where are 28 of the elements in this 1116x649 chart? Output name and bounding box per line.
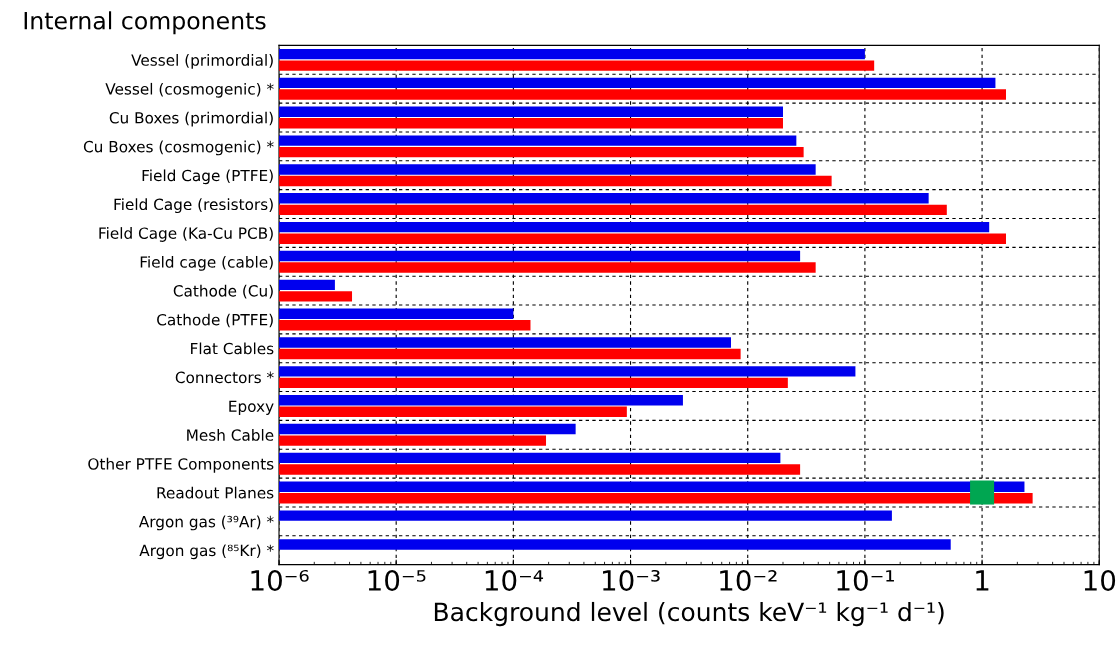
y-tick-label: Epoxy	[229, 400, 274, 415]
x-tick-label: 10⁻²	[720, 569, 777, 591]
y-tick-label: Connectors *	[175, 371, 274, 384]
x-tick-label: 10⁻¹	[837, 569, 894, 591]
y-tick-label: Field Cage (Ka-Cu PCB)	[99, 227, 273, 242]
y-tick-label: Vessel (cosmogenic) *	[105, 82, 274, 98]
y-tick-label: Other PTFE Components	[88, 457, 274, 473]
chart-title: Internal components	[24, 11, 266, 35]
y-tick-label: Argon gas (⁸⁵Kr) *	[139, 544, 274, 560]
y-tick-label: Cu Boxes (cosmogenic) *	[83, 140, 274, 156]
x-tick-label: 10⁻⁵	[368, 569, 426, 591]
x-axis-title: Background level (counts keV⁻¹ kg⁻¹ d⁻¹)	[434, 601, 944, 627]
x-tick-label: 10⁻³	[603, 569, 660, 591]
x-tick-label: 10⁻⁴	[485, 569, 544, 591]
y-tick-label: Vessel (primordial)	[131, 54, 273, 69]
x-tick-label: 10	[1084, 569, 1116, 591]
y-tick-label: Field cage (cable)	[140, 255, 273, 271]
y-tick-label: Cathode (PTFE)	[157, 313, 273, 328]
y-tick-label: Cathode (Cu)	[173, 284, 273, 299]
y-tick-label: Flat Cables	[191, 342, 274, 355]
y-tick-label: Field Cage (resistors)	[114, 198, 273, 214]
y-tick-label: Readout Planes	[157, 486, 274, 499]
y-tick-label: Argon gas (³⁹Ar) *	[138, 515, 274, 531]
x-tick-label: 10⁻⁶	[251, 569, 309, 591]
x-tick-label: 1	[976, 570, 989, 591]
y-tick-label: Cu Boxes (primordial)	[109, 111, 273, 127]
y-tick-label: Field Cage (PTFE)	[142, 169, 273, 185]
y-tick-label: Mesh Cable	[187, 429, 274, 441]
